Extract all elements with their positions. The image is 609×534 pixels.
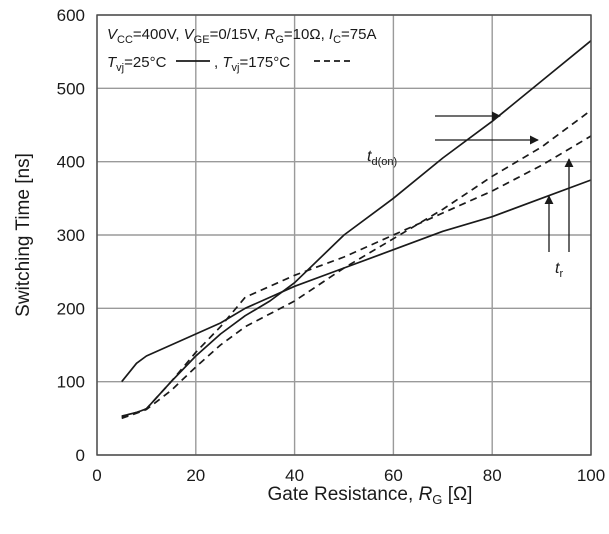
legend-label-175c-run: vj: [232, 62, 240, 74]
conditions-text-run: V: [107, 26, 119, 43]
x-tick-label: 0: [92, 466, 101, 485]
legend-label-25c: Tvj=25°C: [107, 54, 167, 74]
conditions-text: VCC=400V, VGE=0/15V, RG=10Ω, IC=75A: [107, 26, 376, 46]
conditions-text-run: CC: [117, 34, 133, 46]
conditions-text-run: G: [275, 34, 284, 46]
y-tick-label: 400: [57, 153, 85, 172]
annotation-layer: VCC=400V, VGE=0/15V, RG=10Ω, IC=75ATvj=2…: [107, 26, 574, 280]
plot-frame: [96, 14, 592, 456]
legend-label-25c-run: =25°C: [124, 54, 166, 71]
legend-label-175c-run: ,: [214, 54, 222, 71]
conditions-text-run: =10Ω,: [284, 26, 329, 43]
x-tick-label: 40: [285, 466, 304, 485]
conditions-text-run: =0/15V,: [210, 26, 265, 43]
y-tick-label: 100: [57, 373, 85, 392]
x-tick-label: 60: [384, 466, 403, 485]
legend-label-175c-run: =175°C: [239, 54, 290, 71]
conditions-text-run: V: [184, 26, 196, 43]
annotation-td-on-run: t: [367, 148, 372, 165]
y-axis-label: Switching Time [ns]: [13, 153, 34, 317]
y-tick-label: 200: [57, 299, 85, 318]
annotation-td-on-run: d(on): [371, 156, 397, 168]
annotation-td-on: td(on): [367, 148, 397, 168]
x-axis-label: Gate Resistance, RG [Ω]: [268, 484, 473, 507]
legend-label-25c-run: vj: [116, 62, 124, 74]
annotation-tr-run: t: [555, 260, 560, 277]
x-tick-label: 20: [186, 466, 205, 485]
conditions-text-run: I: [329, 26, 333, 43]
conditions-text-run: R: [265, 26, 276, 43]
x-axis-label-unit: [Ω]: [442, 484, 472, 505]
conditions-text-run: GE: [194, 34, 210, 46]
series-line-1: [121, 40, 592, 417]
x-axis-label-symbol: R: [419, 484, 433, 505]
x-axis-label-subscript: G: [432, 492, 442, 507]
y-tick-label: 600: [57, 6, 85, 25]
x-tick-label: 80: [483, 466, 502, 485]
x-axis-label-main: Gate Resistance,: [268, 484, 419, 505]
legend-label-25c-run: T: [107, 54, 118, 71]
annotation-tr-run: r: [559, 268, 563, 280]
annotation-tr: tr: [555, 260, 563, 280]
tick-labels: 0 20 40 60 80 100 0 100 200 300 400 500 600: [57, 6, 606, 485]
legend-label-175c-run: T: [222, 54, 233, 71]
conditions-text-run: C: [333, 34, 341, 46]
y-tick-label: 500: [57, 79, 85, 98]
y-tick-label: 300: [57, 226, 85, 245]
series-group: [121, 40, 592, 420]
series-line-3: [121, 135, 592, 418]
x-tick-label: 100: [577, 466, 605, 485]
series-line-2: [121, 109, 592, 420]
series-line-0: [121, 179, 592, 383]
conditions-text-run: =75A: [341, 26, 376, 43]
y-tick-label: 0: [76, 446, 85, 465]
conditions-text-run: =400V,: [133, 26, 184, 43]
legend-label-175c: , Tvj=175°C: [214, 54, 290, 74]
